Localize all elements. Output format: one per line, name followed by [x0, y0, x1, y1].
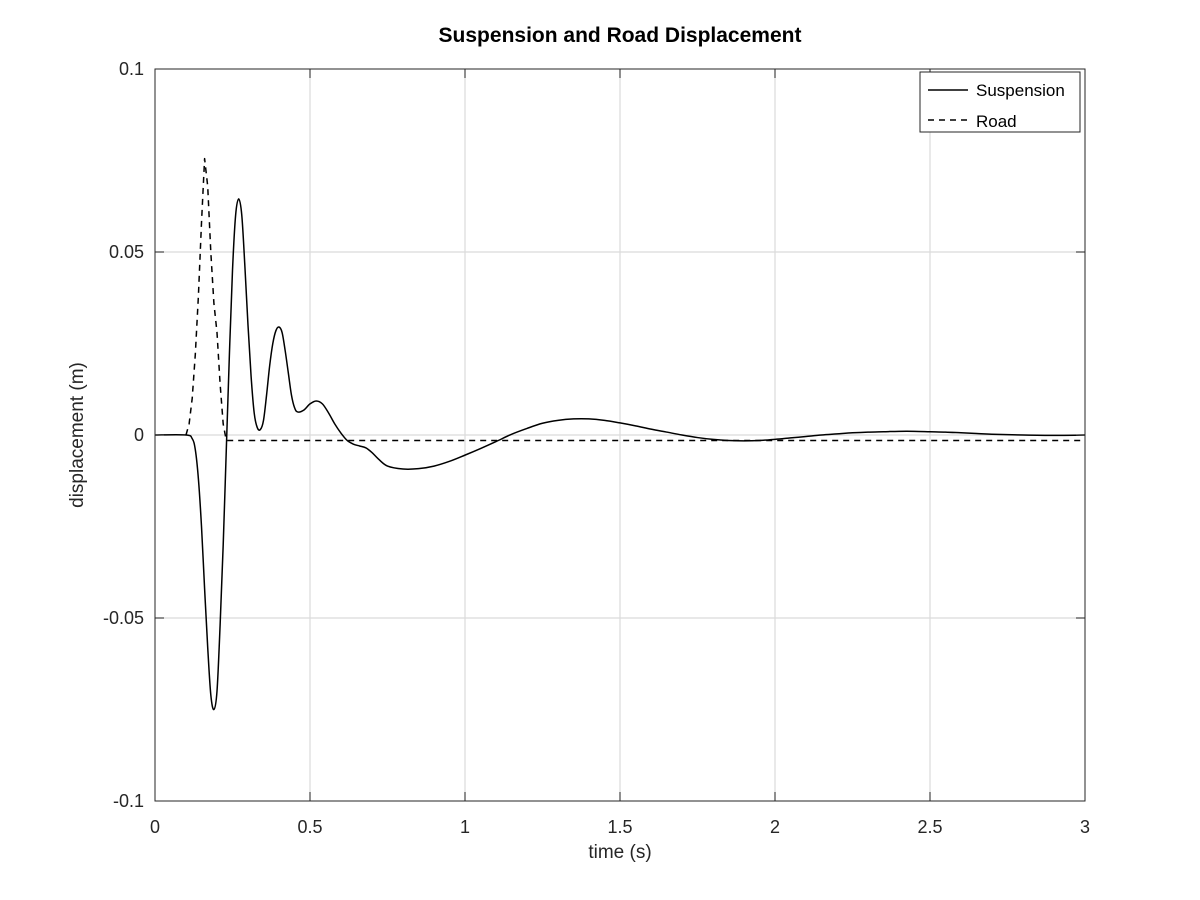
- x-axis-label: time (s): [588, 842, 651, 863]
- legend-box: [919, 71, 1081, 133]
- x-tick-label: 2: [770, 817, 780, 837]
- series-line-suspension: [154, 198, 1086, 711]
- x-tick-label: 0.5: [297, 817, 322, 837]
- grid: [155, 69, 1085, 801]
- y-tick-labels: -0.1 -0.05 0 0.05 0.1: [103, 59, 144, 811]
- x-tick-label: 1.5: [607, 817, 632, 837]
- x-tick-label: 2.5: [917, 817, 942, 837]
- y-tick-label: -0.05: [103, 608, 144, 628]
- legend-label-road: Road: [976, 112, 1017, 131]
- legend-label-suspension: Suspension: [976, 81, 1065, 100]
- legend: Suspension Road: [919, 71, 1081, 133]
- y-tick-label: 0: [134, 425, 144, 445]
- y-axis-label: displacement (m): [67, 362, 88, 508]
- x-tick-labels: 0 0.5 1 1.5 2 2.5 3: [150, 817, 1090, 837]
- series-line-road: [185, 157, 1085, 442]
- y-tick-label: 0.1: [119, 59, 144, 79]
- plot-lines: [154, 157, 1086, 711]
- x-tick-label: 1: [460, 817, 470, 837]
- y-tick-label: 0.05: [109, 242, 144, 262]
- x-tick-label: 3: [1080, 817, 1090, 837]
- y-tick-label: -0.1: [113, 791, 144, 811]
- x-tick-label: 0: [150, 817, 160, 837]
- chart-title: Suspension and Road Displacement: [439, 24, 802, 47]
